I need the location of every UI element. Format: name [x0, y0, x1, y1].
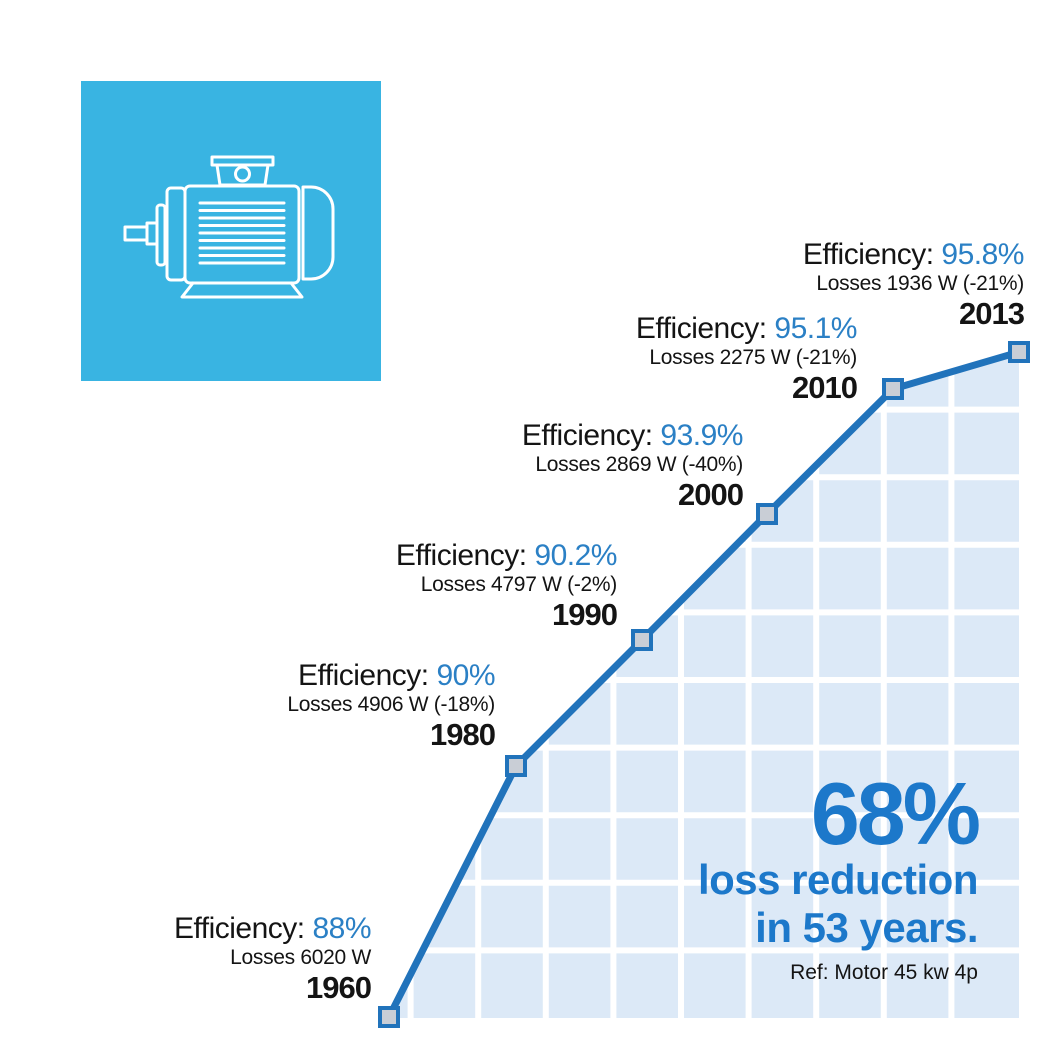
efficiency-prefix: Efficiency:	[173, 912, 313, 945]
motor-terminal-bolt	[234, 165, 251, 183]
motor-shaft	[123, 225, 149, 242]
year-label-1990: 1990	[552, 597, 618, 632]
losses-label-1990: Losses 4797 W (-2%)	[420, 573, 618, 596]
year-label-2000: 2000	[678, 477, 744, 512]
motor-end-cap	[301, 185, 335, 281]
losses-label-1960: Losses 6020 W	[230, 946, 371, 969]
data-point-marker-2010	[882, 378, 904, 400]
losses-label-2010: Losses 2275 W (-21%)	[649, 346, 857, 369]
efficiency-value: 90%	[436, 659, 495, 692]
callout-line1: loss reduction	[697, 856, 979, 903]
efficiency-prefix: Efficiency:	[635, 312, 775, 345]
efficiency-prefix: Efficiency:	[802, 238, 942, 271]
efficiency-value: 93.9%	[660, 419, 743, 452]
callout-ref: Ref: Motor 45 kw 4p	[790, 961, 978, 984]
annotation-2013: Efficiency: 95.8% Losses 1936 W (-21%) 201…	[802, 238, 1025, 331]
data-point-marker-1990	[631, 629, 653, 651]
efficiency-value: 95.8%	[941, 238, 1024, 271]
efficiency-prefix: Efficiency:	[395, 539, 535, 572]
efficiency-label-2010: Efficiency: 95.1%	[635, 312, 858, 346]
efficiency-value: 95.1%	[774, 312, 857, 345]
annotation-1960: Efficiency: 88% Losses 6020 W 1960	[173, 912, 372, 1005]
data-point-marker-1980	[505, 755, 527, 777]
efficiency-label-2000: Efficiency: 93.9%	[521, 419, 744, 453]
losses-label-2000: Losses 2869 W (-40%)	[535, 453, 743, 476]
efficiency-prefix: Efficiency:	[297, 659, 437, 692]
annotation-1980: Efficiency: 90% Losses 4906 W (-18%) 1980	[287, 659, 496, 752]
annotation-2010: Efficiency: 95.1% Losses 2275 W (-21%) 201…	[635, 312, 858, 405]
motor-vent-lines	[198, 201, 286, 265]
year-label-2013: 2013	[959, 296, 1025, 331]
year-label-1980: 1980	[430, 717, 496, 752]
data-point-marker-2000	[756, 503, 778, 525]
efficiency-label-2013: Efficiency: 95.8%	[802, 238, 1025, 272]
motor-base	[180, 281, 304, 299]
year-label-2010: 2010	[792, 370, 858, 405]
year-label-1960: 1960	[306, 970, 372, 1005]
efficiency-label-1980: Efficiency: 90%	[287, 659, 496, 693]
efficiency-label-1960: Efficiency: 88%	[173, 912, 372, 946]
callout-headline: 68%	[810, 764, 981, 863]
motor-tile	[81, 81, 381, 381]
efficiency-value: 90.2%	[534, 539, 617, 572]
annotation-1990: Efficiency: 90.2% Losses 4797 W (-2%) 1990	[395, 539, 618, 632]
loss-reduction-callout: 68% loss reduction in 53 years. Ref: Mot…	[697, 764, 981, 985]
efficiency-label-1990: Efficiency: 90.2%	[395, 539, 618, 573]
efficiency-polyline	[385, 348, 1020, 1019]
data-point-marker-2013	[1008, 341, 1030, 363]
callout-line2: in 53 years.	[755, 904, 978, 951]
data-point-marker-1960	[378, 1006, 400, 1028]
motor-end-bell	[165, 186, 187, 282]
electric-motor-icon	[123, 155, 335, 299]
losses-label-2013: Losses 1936 W (-21%)	[816, 272, 1024, 295]
efficiency-value: 88%	[312, 912, 371, 945]
losses-label-1980: Losses 4906 W (-18%)	[287, 693, 495, 716]
efficiency-prefix: Efficiency:	[521, 419, 661, 452]
annotation-2000: Efficiency: 93.9% Losses 2869 W (-40%) 200…	[521, 419, 744, 512]
